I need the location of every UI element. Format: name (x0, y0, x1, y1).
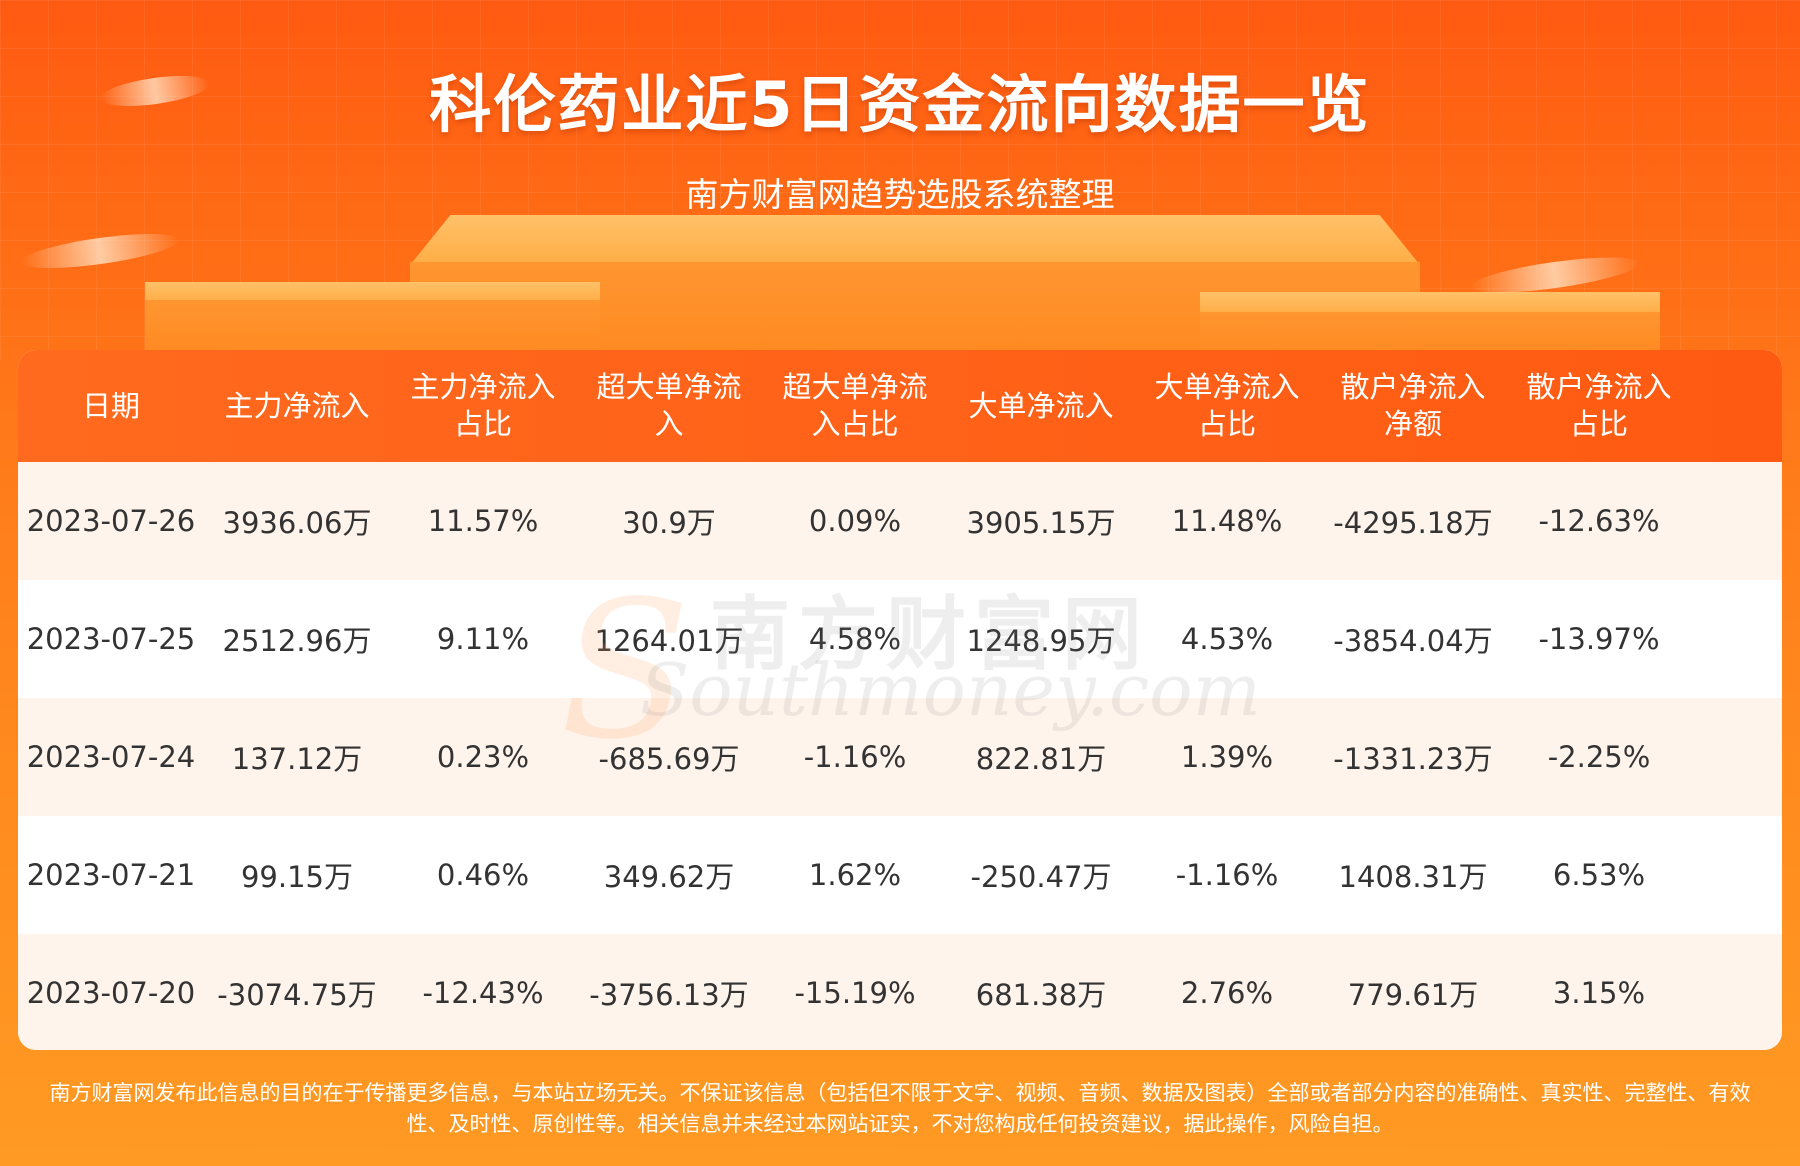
cell-retail-inflow-ratio: -13.97% (1538, 622, 1660, 656)
cell-super-large-ratio: 4.58% (808, 622, 902, 656)
cell-main-inflow: 99.15万 (240, 860, 354, 894)
header-super-large-inflow: 超大单净流 入 (596, 370, 742, 441)
header-date: 日期 (81, 388, 140, 423)
page-subtitle: 南方财富网趋势选股系统整理 (685, 175, 1115, 214)
cell-large-inflow-ratio: 1.39% (1180, 740, 1274, 774)
cell-date: 2023-07-24 (26, 740, 196, 774)
cell-retail-inflow: 1408.31万 (1338, 860, 1488, 894)
header-retail-inflow-ratio: 散户净流入 占比 (1526, 370, 1672, 441)
table-row: 2023-07-21 99.15万 0.46% 349.62万 1.62% -250.47… (18, 816, 1782, 934)
disclaimer: 南方财富网发布此信息的目的在于传播更多信息，与本站立场无关。不保证该信息（包括但… (6, 1078, 1794, 1140)
decor-block-right-top (1200, 292, 1660, 314)
cell-retail-inflow-ratio: -12.63% (1538, 504, 1660, 538)
cell-super-large-ratio: 0.09% (808, 504, 902, 538)
cell-super-large-ratio: -1.16% (803, 740, 907, 774)
cell-main-inflow: 3936.06万 (222, 506, 372, 540)
disclaimer-line-2: 性、及时性、原创性等。相关信息并未经过本网站证实，不对您构成任何投资建议，据此操… (406, 1112, 1394, 1136)
cell-large-inflow-ratio: 4.53% (1180, 622, 1274, 656)
cell-super-large-ratio: 1.62% (808, 858, 902, 892)
cell-large-inflow: 3905.15万 (966, 506, 1116, 540)
cell-large-inflow-ratio: -1.16% (1175, 858, 1279, 892)
cell-super-large-inflow: 349.62万 (603, 860, 735, 894)
cell-large-inflow-ratio: 11.48% (1171, 504, 1283, 538)
table-row: 2023-07-26 3936.06万 11.57% 30.9万 0.09% 3905.1… (18, 462, 1782, 580)
cell-super-large-ratio: -15.19% (794, 976, 916, 1010)
cell-super-large-inflow: 1264.01万 (594, 624, 744, 658)
cell-retail-inflow: -4295.18万 (1333, 506, 1493, 540)
header-main-inflow: 主力净流入 (224, 388, 370, 423)
header-super-large-ratio: 超大单净流 入占比 (782, 370, 928, 441)
cell-large-inflow: 822.81万 (975, 742, 1107, 776)
disclaimer-line-1: 南方财富网发布此信息的目的在于传播更多信息，与本站立场无关。不保证该信息（包括但… (49, 1081, 1751, 1105)
cell-large-inflow-ratio: 2.76% (1180, 976, 1274, 1010)
cell-main-inflow: 137.12万 (231, 742, 363, 776)
cell-super-large-inflow: -3756.13万 (589, 978, 749, 1012)
cell-date: 2023-07-21 (26, 858, 196, 892)
decor-block-left (145, 300, 600, 352)
table-row: 2023-07-24 137.12万 0.23% -685.69万 -1.16% 822.… (18, 698, 1782, 816)
cell-large-inflow: 1248.95万 (966, 624, 1116, 658)
table-row: 2023-07-20 -3074.75万 -12.43% -3756.13万 -15.1… (18, 934, 1782, 1050)
decor-block-right (1200, 312, 1660, 352)
cell-super-large-inflow: 30.9万 (622, 506, 716, 540)
cell-main-inflow-ratio: 0.46% (436, 858, 530, 892)
cell-main-inflow: 2512.96万 (222, 624, 372, 658)
cell-super-large-inflow: -685.69万 (598, 742, 740, 776)
table-header: 日期 主力净流入 主力净流入 占比 超大单净流 入 超大单净流 入占比 大单净流… (18, 350, 1782, 462)
decor-block-left-top (145, 282, 600, 302)
table-row: 2023-07-25 2512.96万 9.11% 1264.01万 4.58% 1248… (18, 580, 1782, 698)
cell-large-inflow: 681.38万 (975, 978, 1107, 1012)
header-large-inflow-ratio: 大单净流入 占比 (1154, 370, 1300, 441)
page-title: 科伦药业近5日资金流向数据一览 (429, 68, 1371, 141)
cell-retail-inflow-ratio: -2.25% (1547, 740, 1651, 774)
cell-main-inflow-ratio: 0.23% (436, 740, 530, 774)
cell-retail-inflow-ratio: 6.53% (1552, 858, 1646, 892)
cell-date: 2023-07-20 (26, 976, 196, 1010)
cell-retail-inflow: -1331.23万 (1333, 742, 1493, 776)
cell-retail-inflow: 779.61万 (1347, 978, 1479, 1012)
cell-main-inflow-ratio: -12.43% (422, 976, 544, 1010)
cell-retail-inflow: -3854.04万 (1333, 624, 1493, 658)
cell-main-inflow-ratio: 11.57% (427, 504, 539, 538)
data-table: 日期 主力净流入 主力净流入 占比 超大单净流 入 超大单净流 入占比 大单净流… (18, 350, 1782, 1050)
cell-retail-inflow-ratio: 3.15% (1552, 976, 1646, 1010)
decor-block-center-top (410, 215, 1420, 265)
header-retail-inflow: 散户净流入 净额 (1340, 370, 1486, 441)
cell-main-inflow: -3074.75万 (217, 978, 377, 1012)
cell-main-inflow-ratio: 9.11% (436, 622, 530, 656)
header-large-inflow: 大单净流入 (968, 388, 1114, 423)
cell-large-inflow: -250.47万 (970, 860, 1112, 894)
cell-date: 2023-07-26 (26, 504, 196, 538)
header-main-inflow-ratio: 主力净流入 占比 (410, 370, 556, 441)
cell-date: 2023-07-25 (26, 622, 196, 656)
